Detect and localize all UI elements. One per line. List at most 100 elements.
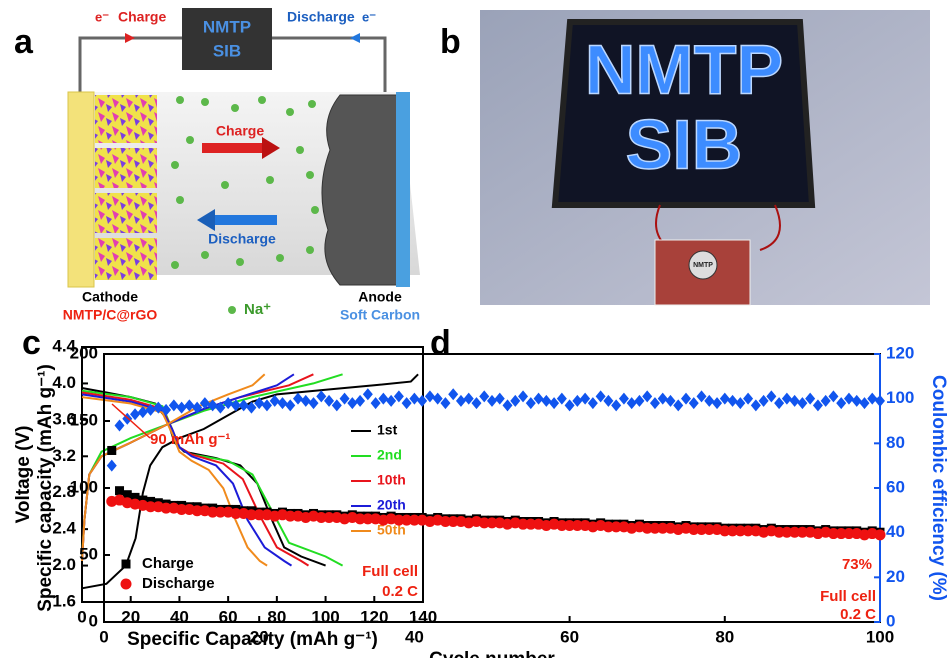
ion-label: Na⁺: [244, 301, 271, 318]
marker: [439, 516, 451, 527]
marker: [409, 392, 420, 405]
marker: [572, 394, 583, 407]
marker: [773, 526, 785, 538]
arrow-label: Discharge: [208, 231, 276, 247]
marker: [587, 397, 598, 410]
annotation: 0.2 C: [840, 606, 876, 623]
y-tick-label: 50: [79, 544, 98, 563]
legend-label: 20th: [377, 497, 406, 513]
panel-label: c: [22, 324, 41, 362]
marker: [393, 390, 404, 403]
marker: [719, 392, 730, 405]
marker: [393, 514, 405, 526]
marker: [758, 394, 769, 407]
panel-a: a NMTP SIB e⁻ Charge Discharge e⁻ Charge…: [14, 8, 420, 323]
y-tick-label: 2.4: [52, 519, 76, 538]
marker: [494, 392, 505, 405]
sign-text: NMTP: [585, 30, 783, 108]
marker: [641, 522, 653, 534]
marker: [774, 397, 785, 410]
arrow: [262, 137, 280, 159]
marker: [571, 520, 583, 532]
marker: [805, 392, 816, 405]
y-tick-label: 4.0: [52, 373, 76, 392]
legend-swatch: [121, 559, 131, 569]
marker: [184, 399, 195, 412]
marker: [843, 528, 855, 540]
x-tick-label: 100: [866, 627, 894, 646]
marker: [734, 525, 746, 537]
marker: [564, 399, 575, 412]
annotation: 0.2 C: [382, 583, 418, 600]
y2-tick-label: 20: [886, 567, 905, 586]
marker: [192, 401, 203, 414]
x-tick-label: 100: [311, 607, 339, 626]
marker: [471, 397, 482, 410]
marker: [851, 394, 862, 407]
marker: [517, 518, 529, 530]
marker: [106, 459, 117, 472]
marker: [867, 392, 878, 405]
wire: [78, 36, 387, 92]
marker: [836, 397, 847, 410]
marker: [704, 394, 715, 407]
marker: [618, 392, 629, 405]
panel-label: b: [440, 23, 461, 61]
marker: [487, 394, 497, 407]
marker: [417, 394, 428, 407]
marker: [300, 394, 311, 407]
marker: [316, 390, 327, 403]
annotation: Full cell: [820, 588, 876, 605]
marker: [447, 516, 459, 527]
arrow: [197, 209, 215, 231]
board-badge: [688, 250, 718, 280]
y2-tick-label: 40: [886, 522, 905, 541]
marker: [549, 397, 560, 410]
marker: [649, 397, 660, 410]
device-label: SIB: [213, 41, 241, 60]
marker: [463, 392, 474, 405]
y-tick-label: 3.2: [52, 446, 76, 465]
marker: [502, 399, 513, 412]
marker: [115, 486, 125, 496]
chart: d0 20 40 60 80 100050100150200020406080100120…: [35, 324, 947, 658]
marker: [743, 392, 754, 405]
plot-frame: [81, 346, 424, 603]
marker: [455, 394, 466, 407]
marker: [479, 390, 490, 403]
x-tick-label: 80: [267, 607, 286, 626]
sign-board: [551, 19, 816, 208]
marker: [432, 392, 443, 405]
marker: [269, 394, 280, 407]
y2-tick-label: 100: [886, 388, 914, 407]
y-tick-label: 3.6: [52, 409, 76, 428]
marker: [215, 401, 226, 414]
marker: [386, 394, 397, 407]
marker: [827, 528, 839, 540]
marker: [510, 394, 521, 407]
legend-label: Discharge: [142, 575, 215, 592]
marker: [657, 392, 668, 405]
marker: [199, 397, 210, 410]
arrow: [202, 143, 262, 153]
marker: [703, 524, 715, 536]
marker: [665, 394, 676, 407]
marker: [626, 397, 637, 410]
marker: [828, 390, 839, 403]
legend-label: 50th: [377, 522, 406, 538]
marker: [603, 394, 614, 407]
panel-b: b NMTP SIB NMTP: [440, 10, 930, 306]
crystal: [95, 95, 157, 143]
marker: [580, 392, 591, 405]
marker: [789, 526, 801, 538]
marker: [719, 525, 731, 537]
marker: [355, 394, 366, 407]
marker: [230, 399, 241, 412]
marker: [634, 394, 645, 407]
marker: [293, 392, 303, 405]
marker: [130, 492, 140, 502]
y-axis-label: Voltage (V): [13, 426, 34, 524]
marker: [642, 390, 653, 403]
electron: e⁻: [95, 9, 109, 24]
